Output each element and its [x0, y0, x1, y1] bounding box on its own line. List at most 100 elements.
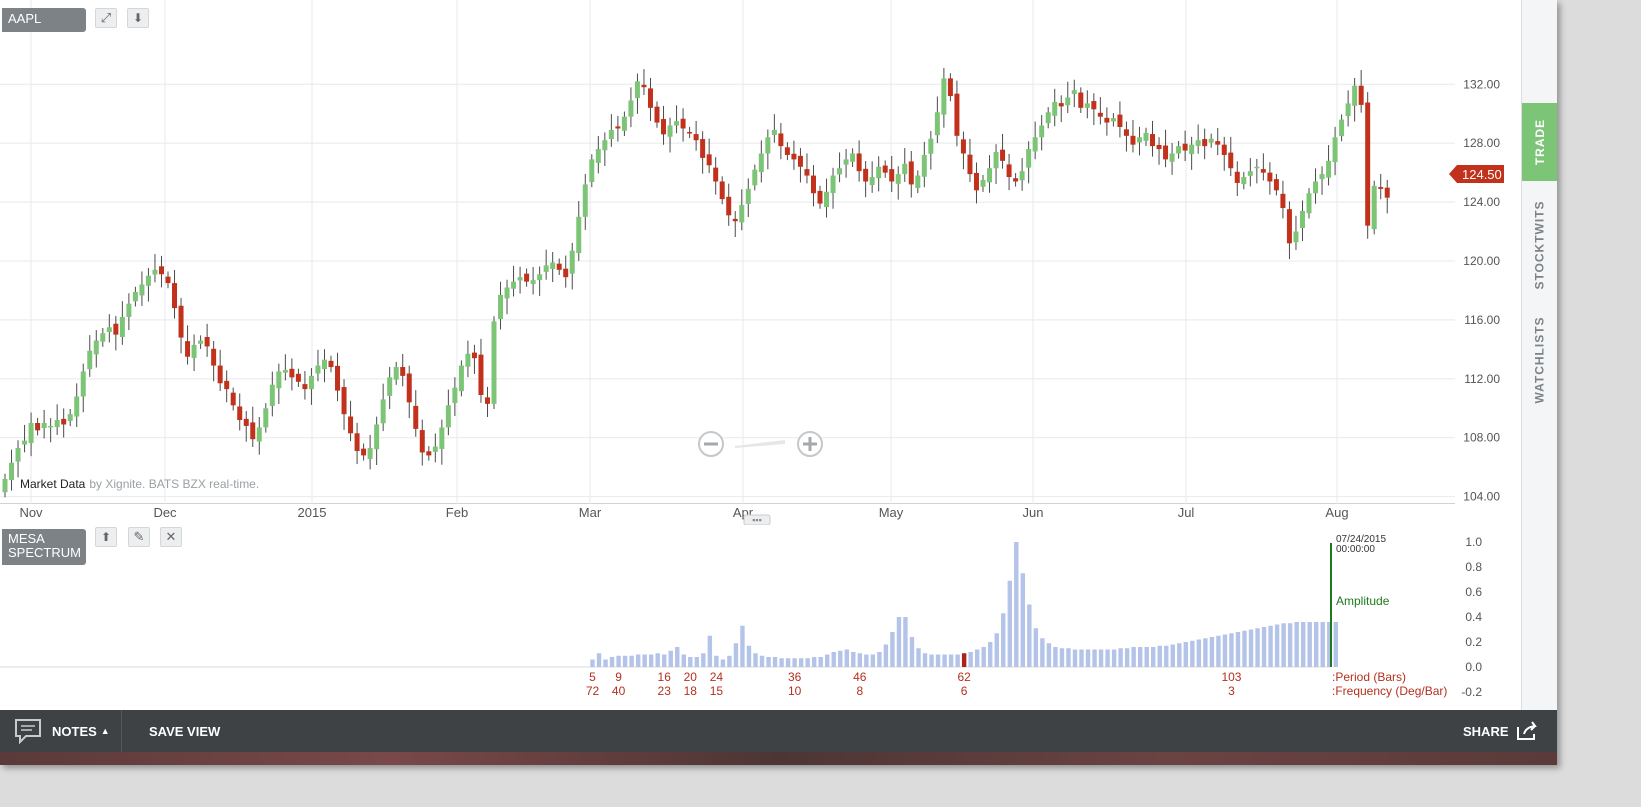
candle-down [61, 418, 67, 425]
candle-down [172, 283, 178, 309]
time-tick-label: 2015 [298, 505, 327, 520]
spectrum-bar [1229, 633, 1234, 667]
move-down-button[interactable]: ⬇ [127, 8, 149, 28]
candle-down [1123, 129, 1129, 136]
spectrum-bar [1131, 647, 1136, 667]
spectrum-bar [818, 657, 823, 667]
spectrum-bar [1001, 613, 1006, 667]
candle-up [22, 440, 28, 445]
candle-down [856, 153, 862, 172]
candle-up [465, 353, 471, 367]
candle-up [934, 112, 940, 136]
spectrum-bar [1033, 628, 1039, 667]
spectrum-bar [1014, 542, 1019, 667]
spectrum-chart[interactable]: 1.00.80.60.40.20.0-0.2 57294016232018241… [0, 525, 1521, 710]
frequency-axis-label: :Frequency (Deg/Bar) [1332, 684, 1447, 698]
candle-down [810, 175, 816, 194]
spectrum-bar [1281, 623, 1286, 667]
spectrum-bar [629, 655, 634, 667]
price-chart[interactable]: 104.00 108.00 112.00 116.00 120.00 124.00 128.… [0, 0, 1521, 525]
candle-up [1136, 137, 1142, 143]
candle-down [967, 154, 973, 175]
candle-up [452, 387, 458, 403]
price-tick-label: 132.00 [1463, 77, 1500, 91]
spectrum-bar [707, 635, 713, 667]
time-tick-label: Jun [1023, 505, 1044, 520]
footer-divider [121, 710, 122, 752]
tab-stocktwits[interactable]: STOCKTWITS [1522, 190, 1557, 300]
candle-down [726, 196, 732, 216]
candle-down [400, 367, 406, 376]
candle-up [93, 340, 99, 355]
tab-trade[interactable]: TRADE [1522, 103, 1557, 181]
price-tick-label: 112.00 [1464, 372, 1500, 386]
maximize-button[interactable]: ⤢ [95, 8, 117, 28]
candle-up [152, 269, 158, 275]
candle-down [1280, 193, 1286, 208]
spectrum-peak-bar [961, 653, 967, 667]
time-tick-label: Jul [1178, 505, 1195, 520]
candle-up [837, 168, 843, 175]
spectrum-bar [1007, 580, 1012, 667]
spectrum-bar [1300, 622, 1306, 667]
spectrum-bar [1314, 622, 1319, 667]
indicator-name-1: MESA [8, 531, 45, 546]
candle-up [1319, 174, 1325, 180]
candle-up [569, 250, 575, 274]
remove-indicator-button[interactable]: ✕ [160, 527, 182, 547]
candle-down [719, 181, 725, 200]
edit-indicator-button[interactable]: ✎ [128, 527, 150, 547]
zoom-slider[interactable] [735, 440, 785, 448]
price-badge-value: 124.50 [1462, 167, 1502, 182]
spectrum-bar [1118, 648, 1123, 667]
candle-up [321, 359, 327, 370]
period-label: 16 [658, 670, 672, 684]
candle-up [387, 377, 393, 396]
candle-up [511, 281, 517, 289]
spectrum-bar [616, 655, 621, 667]
candle-down [693, 134, 699, 141]
candle-up [106, 327, 112, 332]
candle-up [1045, 112, 1051, 124]
spectrum-bar [1222, 634, 1228, 667]
spectrum-bar [635, 654, 641, 667]
page-background-strip [0, 752, 1557, 765]
price-axis: 104.00 108.00 112.00 116.00 120.00 124.00 128.… [1463, 77, 1500, 503]
candle-down [863, 168, 869, 182]
symbol-label[interactable]: AAPL [2, 8, 86, 32]
spectrum-bar [1196, 639, 1202, 667]
candle-down [641, 84, 647, 88]
spectrum-tick-label: 0.8 [1465, 560, 1482, 574]
tab-watchlists[interactable]: WATCHLISTS [1522, 305, 1557, 415]
candle-down [908, 161, 914, 185]
candle-down [204, 336, 210, 347]
candle-down [1097, 112, 1103, 117]
candle-up [393, 367, 399, 380]
spectrum-bar [1327, 622, 1332, 667]
spectrum-bar [740, 625, 745, 667]
candle-up [145, 275, 151, 286]
candle-up [1169, 153, 1175, 162]
share-button[interactable]: SHARE [1463, 710, 1541, 752]
candle-down [178, 305, 184, 338]
move-up-button[interactable]: ⬆ [95, 527, 117, 547]
time-tick-label: Dec [153, 505, 177, 520]
notes-button[interactable]: NOTES ▲ [14, 710, 110, 752]
save-view-button[interactable]: SAVE VIEW [149, 723, 221, 739]
candle-down [328, 360, 334, 368]
candle-up [771, 129, 777, 135]
candle-down [1378, 187, 1384, 189]
spectrum-bar [883, 644, 889, 667]
candle-down [1091, 101, 1097, 110]
price-tick-label: 104.00 [1463, 490, 1500, 504]
footer-toolbar: NOTES ▲ SAVE VIEW SHARE [0, 710, 1557, 752]
candle-down [1000, 149, 1006, 161]
candle-up [308, 375, 314, 390]
candle-up [667, 125, 673, 137]
indicator-label[interactable]: MESA SPECTRUM [2, 529, 86, 565]
candle-down [1182, 143, 1188, 151]
spectrum-bar [896, 617, 902, 667]
spectrum-axis: 1.0 0.8 0.6 0.4 0.2 0.0 -0.2 [1461, 535, 1482, 699]
panel-resize-handle[interactable]: ▪▪▪ [743, 514, 771, 525]
candle-down [295, 373, 301, 382]
